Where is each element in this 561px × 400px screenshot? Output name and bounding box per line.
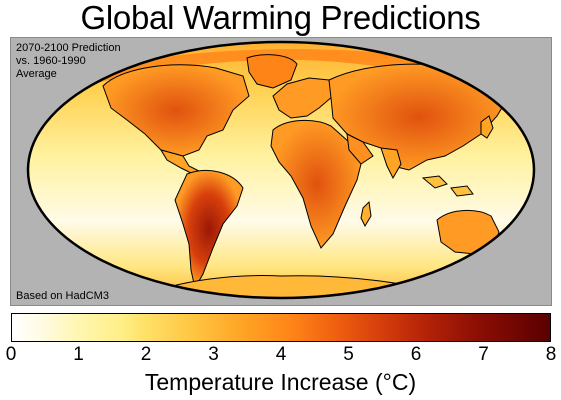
- new-zealand: [508, 250, 518, 274]
- africa: [270, 119, 364, 249]
- world-map: [26, 40, 536, 300]
- colorbar-tick-3: 3: [208, 344, 219, 365]
- madagascar: [360, 200, 372, 228]
- prediction-note: 2070-2100 Prediction vs. 1960-1990 Avera…: [16, 42, 166, 81]
- source-note: Based on HadCM3: [16, 290, 109, 302]
- southeast-asia-islands: [421, 175, 474, 197]
- continents: [71, 49, 518, 298]
- colorbar-tick-5: 5: [343, 344, 354, 365]
- colorbar-tick-4: 4: [275, 344, 287, 365]
- japan: [480, 115, 494, 139]
- arabia: [346, 133, 374, 165]
- globe-outline: [26, 40, 536, 300]
- prediction-line-2: vs. 1960-1990: [16, 55, 86, 67]
- india: [380, 147, 402, 180]
- colorbar-tick-0: 0: [5, 344, 17, 365]
- map-panel: 2070-2100 Prediction vs. 1960-1990 Avera…: [10, 37, 552, 306]
- colorbar-label: Temperature Increase (°C): [144, 369, 417, 395]
- colorbar-tick-8: 8: [545, 344, 557, 365]
- figure-title: Global Warming Predictions: [80, 0, 481, 36]
- australia: [436, 210, 500, 255]
- greenland: [246, 54, 298, 89]
- south-america: [174, 170, 244, 290]
- colorbar-tick-1: 1: [73, 344, 84, 365]
- prediction-line-3: Average: [16, 68, 57, 80]
- arctic-region: [71, 49, 491, 90]
- colorbar: [11, 313, 551, 342]
- colorbar-tick-7: 7: [478, 344, 489, 365]
- prediction-line-1: 2070-2100 Prediction: [16, 42, 121, 54]
- europe: [272, 77, 334, 119]
- colorbar-ticks: 0 1 2 3 4 5 6 7 8: [0, 344, 561, 368]
- colorbar-tick-2: 2: [140, 344, 152, 365]
- colorbar-tick-6: 6: [410, 344, 422, 365]
